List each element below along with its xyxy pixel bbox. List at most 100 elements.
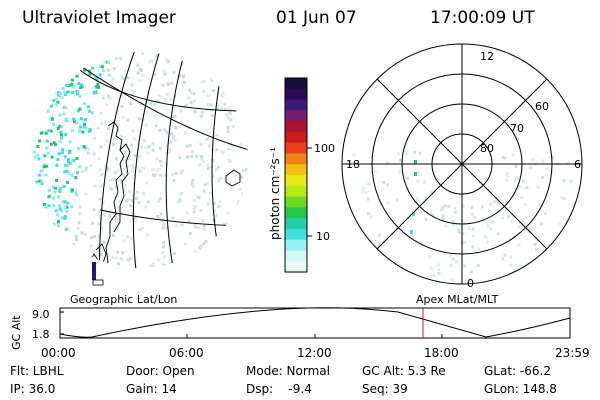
geo-pixel <box>87 105 90 109</box>
geo-pixel <box>75 193 79 197</box>
time-label: 17:00:09 UT <box>430 8 535 28</box>
colorbar <box>285 78 307 273</box>
geo-pixel <box>130 199 134 203</box>
geo-pixel <box>188 231 192 235</box>
geo-pixel <box>75 74 79 78</box>
geo-pixel <box>206 163 210 167</box>
geo-pixel <box>90 111 94 115</box>
geographic-image <box>32 52 248 268</box>
geo-pixel <box>182 74 186 78</box>
instrument-title: Ultraviolet Imager <box>22 8 176 28</box>
geo-pixel <box>120 75 124 79</box>
polar-pixel <box>489 227 493 231</box>
geo-pixel <box>169 98 173 102</box>
geo-pixel <box>63 155 67 159</box>
geo-pixel <box>52 222 56 226</box>
geo-pixel <box>70 82 74 86</box>
geo-pixel <box>64 164 68 168</box>
polar-pixel <box>501 257 505 261</box>
geo-pixel <box>179 109 183 113</box>
geo-pixel <box>121 251 125 255</box>
geo-pixel <box>44 131 48 135</box>
polar-pixel <box>367 212 371 215</box>
geo-pixel <box>153 72 157 76</box>
dsp-label: Dsp: -9.4 <box>246 382 312 396</box>
geo-pixel <box>63 206 67 210</box>
geo-pixel <box>46 151 50 155</box>
polar-pixel <box>551 156 555 160</box>
geo-pixel <box>40 180 44 184</box>
seq-label: Seq: 39 <box>362 382 408 396</box>
geo-pixel <box>67 158 70 161</box>
polar-pixel <box>505 178 509 182</box>
geo-pixel <box>151 168 155 172</box>
geo-pixel <box>178 198 182 202</box>
geo-pixel <box>199 155 203 158</box>
geo-pixel <box>88 72 92 76</box>
geo-pixel <box>75 237 78 241</box>
geo-pixel <box>132 137 136 141</box>
time-tick-0000: 00:00 <box>41 346 76 360</box>
geo-pixel <box>226 224 230 228</box>
geo-pixel <box>209 191 213 195</box>
polar-pixel <box>397 152 401 156</box>
geo-pixel <box>79 83 83 87</box>
geo-pixel <box>165 226 169 230</box>
polar-pixel <box>503 253 507 257</box>
polar-pixel <box>470 206 474 209</box>
geo-pixel <box>213 209 217 213</box>
geo-pixel <box>215 148 219 152</box>
geo-pixel <box>65 169 69 173</box>
geo-pixel <box>223 222 226 226</box>
geo-pixel <box>114 215 118 219</box>
polar-pixel <box>524 202 528 206</box>
geo-pixel <box>179 191 183 195</box>
geo-pixel <box>99 145 103 149</box>
geo-pixel <box>54 143 58 147</box>
geo-pixel <box>60 136 64 140</box>
geo-pixel <box>172 70 176 74</box>
polar-pixel <box>428 255 432 259</box>
geo-pixel <box>56 126 60 130</box>
geo-pixel <box>70 188 74 192</box>
colorbar-swatch <box>285 228 307 241</box>
geo-pixel <box>157 258 161 262</box>
geo-pixel <box>202 224 206 227</box>
geo-pixel <box>138 228 142 232</box>
geo-pixel <box>67 160 70 164</box>
geo-pixel <box>58 91 62 95</box>
geo-pixel <box>136 71 140 75</box>
geo-pixel <box>111 77 115 81</box>
polar-pixel <box>463 264 467 268</box>
geo-pixel <box>52 196 55 200</box>
altitude-curve <box>59 307 571 338</box>
polar-pixel <box>471 245 475 249</box>
geo-pixel <box>110 123 114 127</box>
geo-pixel <box>126 76 130 80</box>
geo-pixel <box>65 119 69 123</box>
geo-pixel <box>129 101 133 105</box>
polar-pixel <box>406 176 410 180</box>
colorbar-swatch <box>285 250 307 262</box>
geo-pixel <box>57 195 61 199</box>
geo-pixel <box>137 201 141 205</box>
geo-pixel <box>99 168 102 172</box>
geo-pixel <box>64 93 67 96</box>
geo-pixel <box>126 118 130 122</box>
geo-pixel <box>112 233 115 237</box>
colorbar-swatch <box>285 175 307 187</box>
polar-pixel <box>491 220 495 224</box>
geo-pixel <box>68 140 72 144</box>
polar-pixel <box>451 220 455 224</box>
polar-pixel <box>382 180 386 184</box>
geo-pixel <box>132 216 136 220</box>
polar-pixel <box>430 267 434 271</box>
geo-pixel <box>84 126 88 130</box>
geographic-panel-label: Geographic Lat/Lon <box>70 293 177 306</box>
polar-pixel <box>437 268 441 272</box>
geo-pixel <box>210 114 214 118</box>
geo-pixel <box>188 143 192 147</box>
polar-pixel <box>541 159 545 163</box>
geo-pixel <box>74 176 78 180</box>
glat-label: GLat: -66.2 <box>484 364 551 378</box>
